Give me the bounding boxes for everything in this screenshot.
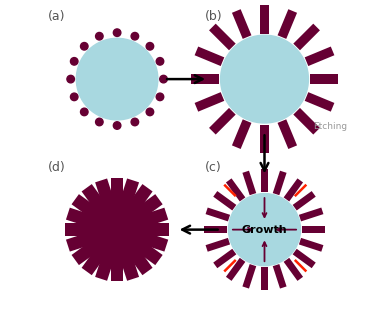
- Polygon shape: [112, 184, 152, 233]
- Polygon shape: [260, 5, 269, 34]
- Polygon shape: [113, 225, 163, 265]
- Text: Etching: Etching: [314, 122, 348, 131]
- Polygon shape: [310, 74, 338, 84]
- Circle shape: [81, 43, 88, 50]
- Polygon shape: [292, 191, 316, 210]
- Polygon shape: [293, 108, 320, 135]
- Polygon shape: [283, 258, 303, 281]
- Polygon shape: [261, 169, 268, 192]
- Polygon shape: [206, 238, 230, 252]
- Circle shape: [146, 43, 154, 50]
- Circle shape: [113, 29, 121, 37]
- Polygon shape: [111, 178, 124, 230]
- Polygon shape: [273, 264, 287, 289]
- Circle shape: [67, 75, 74, 83]
- Circle shape: [156, 93, 164, 100]
- Polygon shape: [209, 24, 236, 50]
- Text: (d): (d): [48, 161, 66, 174]
- Circle shape: [113, 122, 121, 129]
- Circle shape: [228, 193, 301, 266]
- Polygon shape: [226, 258, 245, 281]
- Polygon shape: [111, 228, 139, 281]
- Polygon shape: [260, 124, 269, 153]
- Polygon shape: [305, 47, 334, 66]
- Polygon shape: [232, 9, 251, 39]
- Polygon shape: [82, 226, 122, 275]
- Polygon shape: [72, 225, 121, 265]
- Polygon shape: [195, 47, 224, 66]
- Polygon shape: [66, 224, 119, 252]
- Polygon shape: [111, 179, 139, 232]
- Circle shape: [81, 108, 88, 116]
- Polygon shape: [226, 178, 245, 202]
- Polygon shape: [82, 184, 122, 233]
- Polygon shape: [115, 224, 168, 252]
- Polygon shape: [213, 249, 236, 268]
- Circle shape: [131, 118, 139, 126]
- Polygon shape: [115, 208, 168, 236]
- Polygon shape: [292, 249, 316, 268]
- Polygon shape: [206, 208, 230, 221]
- Polygon shape: [305, 92, 334, 112]
- Polygon shape: [112, 226, 152, 275]
- Polygon shape: [213, 191, 236, 210]
- Polygon shape: [195, 92, 224, 112]
- Circle shape: [76, 38, 158, 120]
- Text: (b): (b): [205, 10, 222, 23]
- Polygon shape: [95, 179, 123, 232]
- Polygon shape: [209, 108, 236, 135]
- Polygon shape: [283, 178, 303, 202]
- Polygon shape: [232, 119, 251, 149]
- Text: (a): (a): [48, 10, 66, 23]
- Polygon shape: [117, 223, 169, 236]
- Polygon shape: [242, 264, 256, 289]
- Polygon shape: [242, 171, 256, 195]
- Polygon shape: [299, 238, 323, 252]
- Polygon shape: [261, 267, 268, 290]
- Polygon shape: [293, 24, 320, 50]
- Polygon shape: [113, 194, 163, 235]
- Polygon shape: [191, 74, 219, 84]
- Polygon shape: [278, 9, 297, 39]
- Circle shape: [131, 32, 139, 40]
- Circle shape: [70, 58, 78, 65]
- Polygon shape: [111, 230, 124, 281]
- Text: (c): (c): [205, 161, 222, 174]
- Circle shape: [70, 93, 78, 100]
- Polygon shape: [273, 171, 287, 195]
- Circle shape: [109, 222, 125, 238]
- Circle shape: [146, 108, 154, 116]
- Polygon shape: [204, 226, 227, 233]
- Circle shape: [95, 118, 103, 126]
- Text: Growth: Growth: [242, 225, 287, 235]
- Polygon shape: [278, 119, 297, 149]
- Polygon shape: [65, 223, 117, 236]
- Polygon shape: [95, 228, 123, 281]
- Circle shape: [156, 58, 164, 65]
- Circle shape: [221, 35, 308, 123]
- Circle shape: [160, 75, 167, 83]
- Polygon shape: [302, 226, 325, 233]
- Circle shape: [95, 32, 103, 40]
- Polygon shape: [72, 194, 121, 235]
- Polygon shape: [66, 208, 119, 236]
- Polygon shape: [299, 208, 323, 221]
